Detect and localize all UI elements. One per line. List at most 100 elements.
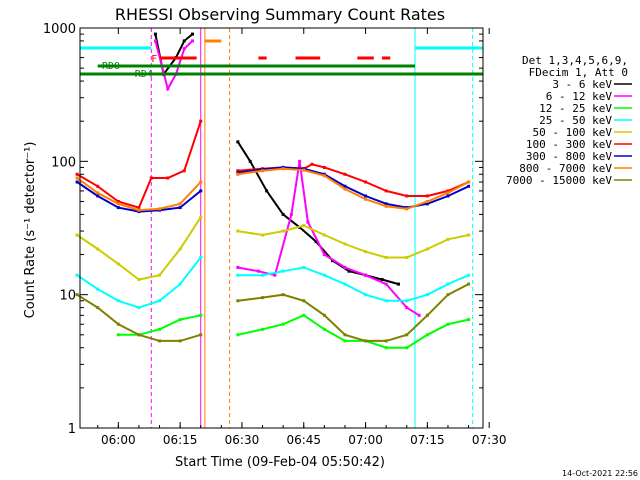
data-point — [302, 313, 306, 317]
data-point — [384, 339, 388, 343]
legend-header: FDecim 1, Att 0 — [529, 66, 628, 79]
data-point — [236, 169, 240, 173]
data-point — [446, 191, 450, 195]
data-point — [306, 220, 310, 224]
data-point — [384, 282, 388, 286]
data-point — [178, 247, 182, 251]
data-point — [96, 287, 100, 291]
x-tick-label: 06:30 — [225, 433, 260, 447]
data-point — [236, 273, 240, 277]
data-point — [467, 184, 471, 188]
data-point — [199, 215, 203, 219]
legend-label: 25 - 50 keV — [539, 114, 612, 127]
data-point — [397, 282, 401, 286]
data-point — [405, 306, 409, 310]
legend-label: 100 - 300 keV — [526, 138, 612, 151]
x-tick-label: 07:00 — [348, 433, 383, 447]
data-point — [289, 212, 293, 216]
data-point — [302, 168, 306, 172]
footer-date: 14-Oct-2021 22:56 — [562, 469, 638, 478]
data-point — [149, 176, 153, 180]
data-point — [343, 333, 347, 337]
data-point — [137, 277, 141, 281]
data-point — [384, 346, 388, 350]
plot-frame — [79, 27, 484, 429]
data-point — [425, 202, 429, 206]
data-point — [364, 293, 368, 297]
data-point — [364, 197, 368, 201]
data-point — [75, 172, 79, 176]
data-point — [96, 194, 100, 198]
flag-label: RD4 — [135, 69, 153, 80]
data-point — [256, 269, 260, 273]
data-point — [137, 208, 141, 212]
data-point — [116, 199, 120, 203]
data-point — [310, 162, 314, 166]
series-line — [154, 40, 420, 317]
data-point — [425, 333, 429, 337]
data-point — [158, 273, 162, 277]
data-point — [248, 159, 252, 163]
legend: Det 1,3,4,5,6,9,FDecim 1, Att 03 - 6 keV… — [506, 54, 632, 187]
data-point — [446, 237, 450, 241]
series — [75, 215, 471, 281]
flags-layer: F RD0 RD4 — [80, 39, 483, 80]
legend-label: 800 - 7000 keV — [519, 162, 612, 175]
y-tick-label: 1000 — [43, 22, 76, 37]
data-point — [364, 250, 368, 254]
data-point — [405, 333, 409, 337]
legend-item: 50 - 100 keV — [533, 126, 632, 139]
data-point — [182, 39, 186, 43]
data-point — [199, 180, 203, 184]
data-point — [236, 140, 240, 144]
data-point — [166, 87, 170, 91]
data-point — [75, 180, 79, 184]
series — [153, 39, 421, 317]
x-tick-labels: 06:00 06:15 06:30 06:45 07:00 07:15 07:30 — [101, 433, 506, 447]
data-point — [273, 273, 277, 277]
legend-item: 100 - 300 keV — [526, 138, 632, 151]
series-line — [76, 216, 469, 281]
data-point — [343, 172, 347, 176]
data-point — [343, 184, 347, 188]
data-point — [364, 180, 368, 184]
series-line — [76, 256, 469, 309]
x-tick-label: 06:15 — [163, 433, 198, 447]
flag-label: RD0 — [102, 61, 120, 72]
data-point — [236, 333, 240, 337]
data-point — [190, 32, 194, 36]
data-point — [384, 204, 388, 208]
data-point — [236, 172, 240, 176]
legend-label: 300 - 800 keV — [526, 150, 612, 163]
data-point — [281, 269, 285, 273]
legend-item: 25 - 50 keV — [539, 114, 632, 127]
legend-label: 3 - 6 keV — [552, 78, 612, 91]
data-point — [302, 265, 306, 269]
legend-label: 12 - 25 keV — [539, 102, 612, 115]
series-line — [154, 33, 399, 286]
series-line — [118, 314, 469, 349]
flag-label: F — [151, 54, 157, 65]
data-point — [261, 169, 265, 173]
data-point — [343, 265, 347, 269]
series — [75, 119, 471, 210]
series-line — [76, 283, 470, 342]
data-point — [425, 194, 429, 198]
data-point — [116, 322, 120, 326]
data-point — [199, 333, 203, 337]
data-point — [302, 224, 306, 228]
data-point — [425, 247, 429, 251]
data-point — [261, 327, 265, 331]
data-point — [343, 282, 347, 286]
legend-item: 12 - 25 keV — [539, 102, 632, 115]
data-point — [182, 47, 186, 51]
data-point — [322, 253, 326, 257]
series — [75, 255, 471, 310]
data-point — [322, 165, 326, 169]
legend-label: 50 - 100 keV — [533, 126, 613, 139]
data-point — [467, 180, 471, 184]
data-point — [380, 277, 384, 281]
y-tick-label: 100 — [51, 155, 76, 170]
series-line — [76, 120, 469, 209]
